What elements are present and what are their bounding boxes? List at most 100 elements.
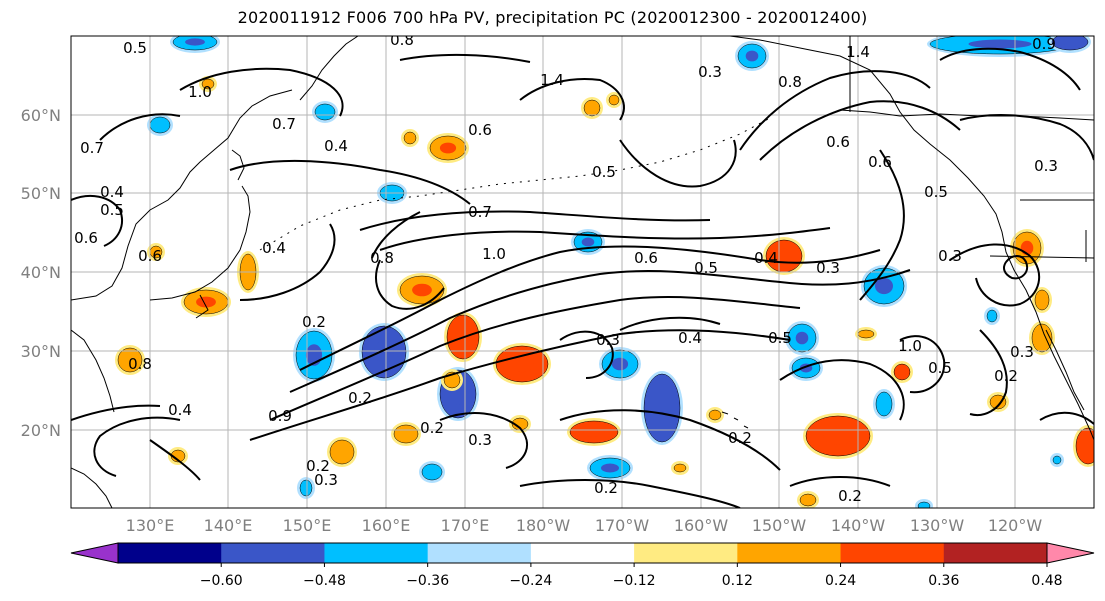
precip-blob-core: [314, 103, 336, 121]
precip-blob-peak: [581, 237, 595, 247]
contour-label: 0.3: [1010, 343, 1034, 361]
longitude-labels: 130°E 140°E 150°E 160°E 170°E 180°W 170°W 160°W…: [126, 516, 1043, 535]
contour-label: 0.4: [262, 239, 286, 257]
precip-blob-core: [117, 347, 143, 373]
contour-label: 0.5: [694, 259, 718, 277]
precip-blob-peak: [745, 50, 759, 62]
lat-label: 40°N: [21, 263, 61, 282]
lat-label: 60°N: [21, 106, 61, 125]
contour-label: 0.8: [370, 249, 394, 267]
contour-label: 0.6: [634, 249, 658, 267]
precip-blob-peak: [412, 283, 432, 297]
colorbar-segment: [634, 543, 738, 563]
precip-blob-core: [201, 78, 215, 90]
colorbar-tick-label: −0.48: [303, 573, 346, 589]
colorbar-tick-label: 0.24: [825, 573, 856, 589]
colorbar-segment: [737, 543, 842, 563]
contour-label: 0.3: [816, 259, 840, 277]
contour-label: 0.9: [1032, 35, 1056, 53]
precip-blob-peak: [185, 38, 205, 46]
colorbar-tick-label: −0.60: [200, 573, 243, 589]
contour-label: 0.4: [678, 329, 702, 347]
precip-blob-core: [1034, 289, 1050, 311]
lat-label: 30°N: [21, 342, 61, 361]
contour-label: 0.2: [994, 367, 1018, 385]
lon-label: 180°W: [516, 516, 571, 535]
colorbar-segment: [221, 543, 325, 563]
colorbar-tick-label: −0.36: [406, 573, 449, 589]
contour-label: 0.2: [728, 429, 752, 447]
contour-label: 0.5: [768, 329, 792, 347]
precip-blob-core: [799, 493, 817, 507]
contour-label: 0.6: [74, 229, 98, 247]
precip-blob-core: [393, 424, 419, 444]
lon-label: 140°W: [831, 516, 886, 535]
colorbar-tick-label: −0.24: [509, 573, 552, 589]
lon-label: 120°W: [988, 516, 1043, 535]
colorbar-tick-label: 0.48: [1031, 573, 1062, 589]
precip-blob-peak: [875, 277, 893, 295]
colorbar: [70, 542, 1095, 564]
contour-label: 1.0: [188, 83, 212, 101]
colorbar-segment: [943, 543, 1048, 563]
colorbar-segment: [118, 543, 222, 563]
lon-label: 130°W: [910, 516, 965, 535]
colorbar-tick-label: 0.12: [722, 573, 753, 589]
contour-label: 1.0: [482, 245, 506, 263]
lon-label: 160°E: [362, 516, 411, 535]
colorbar-outline: [117, 542, 1048, 564]
contour-label: 0.5: [123, 39, 147, 57]
contour-label: 0.6: [868, 153, 892, 171]
contour-label: 0.7: [80, 139, 104, 157]
precip-blob-core: [149, 116, 171, 134]
lon-label: 150°W: [752, 516, 807, 535]
precip-blob-peak: [1061, 38, 1079, 46]
contour-label: 0.4: [168, 401, 192, 419]
contour-label: 0.2: [838, 487, 862, 505]
precip-blob-peak: [374, 340, 394, 364]
precip-blob-peak: [653, 392, 671, 424]
colorbar-segment: [427, 543, 532, 563]
contour-label: 0.3: [1034, 157, 1058, 175]
precip-blob-core: [708, 409, 722, 421]
precip-blob-peak: [196, 296, 216, 308]
contour-label: 1.4: [540, 71, 564, 89]
precip-blob-core: [917, 501, 931, 508]
contour-label: 0.5: [100, 201, 124, 219]
contour-label: 0.3: [314, 471, 338, 489]
contour-label: 0.7: [468, 203, 492, 221]
contour-label: 0.9: [268, 407, 292, 425]
precip-blob-peak: [510, 355, 534, 373]
lon-label: 170°E: [441, 516, 490, 535]
precip-blob-core: [403, 131, 417, 145]
contour-label: 0.4: [754, 249, 778, 267]
contour-labels: 0.5 0.81.4 0.90.31.4 0.81.00.7 0.60.70.50.60…: [74, 35, 1058, 505]
contour-label: 0.3: [938, 247, 962, 265]
contour-label: 0.6: [468, 121, 492, 139]
pv-contours: [71, 47, 1094, 508]
precip-blob-core: [608, 94, 620, 106]
precip-blob-core: [329, 439, 355, 465]
colorbar-segment: [840, 543, 945, 563]
lat-label: 20°N: [21, 421, 61, 440]
contour-label: 0.2: [306, 457, 330, 475]
precip-blob-peak: [968, 39, 1032, 49]
contour-label: 0.5: [592, 163, 616, 181]
contour-label: 1.0: [898, 337, 922, 355]
precip-blob-peak: [611, 357, 629, 371]
precip-blob-core: [989, 394, 1007, 410]
contour-label: 0.8: [128, 355, 152, 373]
map-title: 2020011912 F006 700 hPa PV, precipitatio…: [237, 8, 868, 27]
lon-label: 140°E: [204, 516, 253, 535]
precip-blob-core: [583, 99, 601, 117]
precip-blob-core: [857, 329, 875, 339]
precip-blob-peak: [439, 142, 457, 154]
lon-label: 130°E: [126, 516, 175, 535]
contour-label: 0.3: [468, 431, 492, 449]
precip-blob-core: [421, 463, 443, 481]
lon-label: 160°W: [674, 516, 729, 535]
precip-blob-core: [299, 479, 313, 497]
precip-blob-core: [1052, 455, 1062, 465]
contour-label: 0.2: [594, 479, 618, 497]
